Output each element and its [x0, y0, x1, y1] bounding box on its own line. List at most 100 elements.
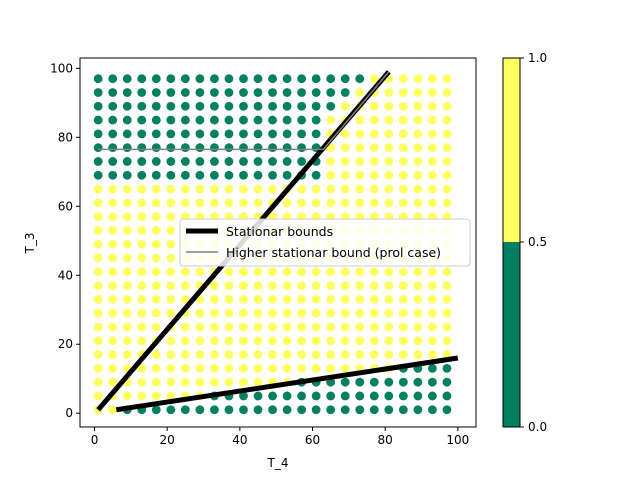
scatter-point [297, 350, 307, 359]
scatter-point [195, 322, 205, 332]
scatter-point [340, 295, 350, 304]
scatter-point [210, 308, 219, 318]
scatter-point [151, 129, 161, 139]
scatter-point [253, 267, 263, 277]
scatter-point [282, 198, 292, 208]
scatter-point [166, 239, 176, 249]
scatter-point [369, 101, 379, 111]
scatter-point [93, 377, 103, 387]
scatter-point [166, 336, 176, 346]
scatter-point [195, 198, 205, 208]
scatter-point [93, 115, 103, 125]
scatter-point [224, 322, 234, 332]
scatter-point [384, 281, 394, 291]
scatter-point [195, 336, 205, 346]
colorbar-segment-high [503, 58, 520, 242]
scatter-point [253, 143, 263, 153]
scatter-point [398, 115, 408, 125]
scatter-point [122, 295, 132, 304]
scatter-point [384, 184, 394, 194]
scatter-point [137, 377, 147, 387]
y-tick-label: 100 [50, 61, 73, 75]
scatter-point [210, 115, 219, 125]
scatter-point [326, 170, 336, 180]
scatter-point [239, 336, 248, 346]
scatter-point [413, 184, 423, 194]
scatter-point [442, 157, 452, 166]
scatter-point [137, 88, 147, 97]
scatter-point [384, 101, 394, 111]
scatter-point [413, 143, 423, 153]
scatter-point [195, 363, 205, 373]
legend-box [179, 218, 471, 267]
scatter-point [224, 377, 234, 387]
scatter-point [151, 226, 161, 235]
scatter-point [413, 157, 423, 166]
scatter-point [108, 281, 118, 291]
scatter-point [428, 295, 437, 304]
scatter-point [122, 88, 132, 97]
scatter-point [355, 74, 365, 84]
scatter-point [326, 363, 336, 373]
scatter-point [239, 88, 248, 97]
scatter-point [384, 391, 394, 401]
scatter-point [355, 336, 365, 346]
colorbar-segment-low [503, 242, 520, 427]
scatter-point [413, 115, 423, 125]
scatter-point [369, 184, 379, 194]
scatter-point [180, 101, 190, 111]
scatter-point [297, 363, 307, 373]
scatter-point [122, 322, 132, 332]
scatter-point [239, 391, 248, 401]
scatter-point [137, 308, 147, 318]
scatter-point [224, 170, 234, 180]
scatter-point [239, 281, 248, 291]
scatter-point [210, 281, 219, 291]
scatter-point [166, 184, 176, 194]
scatter-point [224, 129, 234, 139]
scatter-point [253, 74, 263, 84]
scatter-point [384, 377, 394, 387]
scatter-point [180, 267, 190, 277]
scatter-point [369, 377, 379, 387]
scatter-point [137, 295, 147, 304]
scatter-point [268, 336, 277, 346]
scatter-point [166, 267, 176, 277]
scatter-point [137, 143, 147, 153]
scatter-point [253, 170, 263, 180]
scatter-point [326, 198, 336, 208]
scatter-point [180, 74, 190, 84]
scatter-point [282, 336, 292, 346]
scatter-point [122, 308, 132, 318]
scatter-point [297, 322, 307, 332]
scatter-point [122, 226, 132, 235]
scatter-point [253, 322, 263, 332]
scatter-point [239, 363, 248, 373]
scatter-point [282, 350, 292, 359]
scatter-point [93, 253, 103, 263]
scatter-point [282, 101, 292, 111]
scatter-point [108, 295, 118, 304]
scatter-point [122, 143, 132, 153]
scatter-point [108, 239, 118, 249]
scatter-point [93, 239, 103, 249]
scatter-point [326, 391, 336, 401]
x-tick-label: 100 [446, 433, 469, 447]
scatter-point [369, 170, 379, 180]
scatter-point [224, 350, 234, 359]
scatter-point [311, 88, 321, 97]
scatter-point [195, 350, 205, 359]
scatter-point [428, 170, 437, 180]
scatter-point [311, 129, 321, 139]
scatter-point [311, 405, 321, 415]
scatter-point [151, 74, 161, 84]
scatter-point [224, 143, 234, 153]
scatter-point [340, 74, 350, 84]
scatter-point [180, 115, 190, 125]
scatter-point [137, 212, 147, 222]
scatter-point [398, 336, 408, 346]
scatter-point [268, 350, 277, 359]
scatter-point [355, 281, 365, 291]
scatter-point [340, 157, 350, 166]
scatter-point [239, 267, 248, 277]
